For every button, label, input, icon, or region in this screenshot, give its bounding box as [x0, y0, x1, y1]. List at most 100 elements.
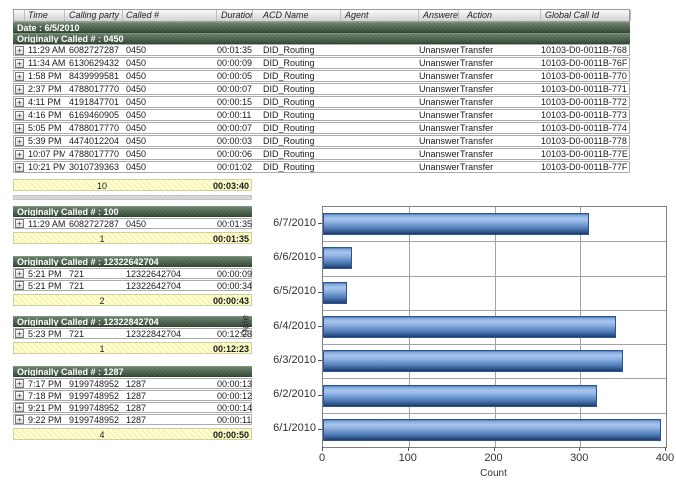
chart-x-axis-label: Count [480, 468, 507, 479]
expand-row-button[interactable]: + [15, 149, 24, 159]
table-row[interactable]: +5:23 PM 721 12322842704 00:12:23 [13, 328, 252, 339]
column-header-ans[interactable]: Answered [419, 10, 459, 21]
table-row[interactable]: +1:58 PM 8439999581 0450 00:00:05 DID_Routin… [13, 70, 630, 82]
date-group-band: Date : 6/5/2010 [13, 22, 630, 33]
x-tick-mark [493, 447, 495, 451]
table-row[interactable]: +5:21 PM 721 12322642704 00:00:09 [13, 268, 252, 279]
expand-cell: + [14, 136, 25, 146]
expand-row-button[interactable]: + [15, 269, 24, 278]
originally-called-band: Originally Called # : 0450 [13, 33, 630, 44]
table-row[interactable]: +10:07 PM 4788017770 0450 00:00:06 DID_Routi… [13, 148, 630, 160]
cell-time: 5:21 PM [28, 268, 62, 279]
originally-called-band: Originally Called # : 100 [13, 206, 252, 217]
column-header-gid[interactable]: Global Call Id [541, 10, 631, 21]
expand-row-button[interactable]: + [15, 379, 24, 388]
expand-row-button[interactable]: + [15, 84, 24, 94]
column-header-called[interactable]: Called # [123, 10, 217, 21]
sub-group: Originally Called # : 12322842704 +5:23 P… [13, 316, 252, 354]
table-row[interactable]: +4:11 PM 4191847701 0450 00:00:15 DID_Routin… [13, 96, 630, 108]
group-separator-band [13, 195, 252, 200]
cell-acd: DID_Routing [263, 149, 315, 159]
cell-acd: DID_Routing [263, 162, 315, 172]
table-row[interactable]: +7:18 PM 9199748952 1287 00:00:12 [13, 390, 252, 401]
column-header-dur[interactable]: Duration [217, 10, 253, 21]
column-header-time[interactable]: Time [25, 10, 65, 21]
cell-time: 10:07 PM [28, 149, 65, 159]
expand-row-button[interactable]: + [15, 110, 24, 120]
cell-time: 1:58 PM [28, 71, 62, 81]
expand-row-button[interactable]: + [15, 58, 24, 68]
table-row[interactable]: +11:29 AM 6082727287 0450 00:01:35 DID_Routi… [13, 44, 630, 56]
table-row[interactable]: +2:37 PM 4788017770 0450 00:00:07 DID_Routin… [13, 83, 630, 95]
expand-cell: + [14, 415, 25, 424]
gridline-horizontal [323, 412, 666, 414]
sub-group: Originally Called # : 100 +11:29 AM 608272… [13, 206, 252, 244]
cell-called: 0450 [126, 45, 147, 55]
cell-calling: 4474012204 [69, 136, 120, 146]
table-row[interactable]: +5:21 PM 721 12322642704 00:00:34 [13, 280, 252, 291]
expand-row-button[interactable]: + [15, 403, 24, 412]
bar-6/2/2010 [323, 384, 597, 407]
expand-row-button[interactable]: + [15, 45, 24, 55]
y-tick-mark [318, 326, 322, 327]
expand-row-button[interactable]: + [15, 329, 24, 338]
table-row[interactable]: +10:21 PM 3010739363 0450 00:01:02 DID_Routi… [13, 161, 630, 173]
cell-acd: DID_Routing [263, 45, 315, 55]
cell-called: 1287 [126, 414, 147, 425]
summary-total-duration: 00:12:23 [212, 344, 249, 354]
cell-called: 1287 [126, 390, 147, 401]
column-header-exp[interactable] [14, 10, 25, 21]
expand-cell: + [14, 149, 25, 159]
cell-dur: 00:00:15 [217, 97, 253, 107]
table-row[interactable]: +7:17 PM 9199748952 1287 00:00:13 [13, 378, 252, 389]
expand-row-button[interactable]: + [15, 71, 24, 81]
x-tick-label: 400 [655, 452, 675, 464]
cell-calling: 721 [69, 280, 85, 291]
y-tick-label: 6/5/2010 [273, 285, 316, 298]
cell-ans: Unanswered [419, 45, 459, 55]
cell-gid: 10103-D0-0011B-773 [541, 110, 627, 120]
cell-called: 1287 [126, 378, 147, 389]
cell-called: 0450 [126, 123, 147, 133]
table-row[interactable]: +9:22 PM 9199748952 1287 00:00:11 [13, 414, 252, 425]
cell-dur: 00:00:34 [217, 280, 253, 291]
gridline-horizontal [323, 241, 666, 243]
cell-act: Transfer [460, 110, 494, 120]
cell-called: 0450 [126, 162, 147, 172]
cell-dur: 00:00:03 [217, 136, 253, 146]
cell-ans: Unanswered [419, 71, 459, 81]
column-header-act[interactable]: Action [459, 10, 541, 21]
x-tick-label: 100 [398, 452, 417, 464]
bar-6/7/2010 [323, 213, 589, 236]
expand-row-button[interactable]: + [15, 162, 24, 172]
table-row[interactable]: +9:21 PM 9199748952 1287 00:00:14 [13, 402, 252, 413]
table-row[interactable]: +11:29 AM 6082727287 0450 00:01:35 [13, 218, 252, 229]
summary-call-count: 1 [99, 234, 105, 244]
originally-called-band: Originally Called # : 1287 [13, 366, 252, 377]
table-row[interactable]: +5:05 PM 4788017770 0450 00:00:07 DID_Routin… [13, 122, 630, 134]
expand-row-button[interactable]: + [15, 123, 24, 133]
cell-time: 10:21 PM [28, 162, 65, 172]
column-header-agent[interactable]: Agent [341, 10, 419, 21]
cell-called: 0450 [126, 110, 147, 120]
expand-row-button[interactable]: + [15, 219, 24, 228]
expand-cell: + [14, 281, 25, 290]
expand-cell: + [14, 162, 25, 172]
cell-called: 0450 [126, 136, 147, 146]
cell-time: 7:17 PM [28, 378, 62, 389]
table-row[interactable]: +4:16 PM 6169460905 0450 00:00:11 DID_Routin… [13, 109, 630, 121]
expand-row-button[interactable]: + [15, 281, 24, 290]
expand-row-button[interactable]: + [15, 391, 24, 400]
table-row[interactable]: +11:34 AM 6130629432 0450 00:00:09 DID_Routi… [13, 57, 630, 69]
expand-cell: + [14, 391, 25, 400]
y-tick-mark [318, 223, 322, 225]
expand-row-button[interactable]: + [15, 97, 24, 107]
cell-ans: Unanswered [419, 110, 459, 120]
column-header-calling[interactable]: Calling party # [65, 10, 123, 21]
column-header-acd[interactable]: ACD Name [253, 10, 341, 21]
table-row[interactable]: +5:39 PM 4474012204 0450 00:00:03 DID_Routin… [13, 135, 630, 147]
expand-row-button[interactable]: + [15, 415, 24, 424]
cell-acd: DID_Routing [263, 136, 315, 146]
expand-row-button[interactable]: + [15, 136, 24, 146]
cell-calling: 4788017770 [69, 84, 120, 94]
